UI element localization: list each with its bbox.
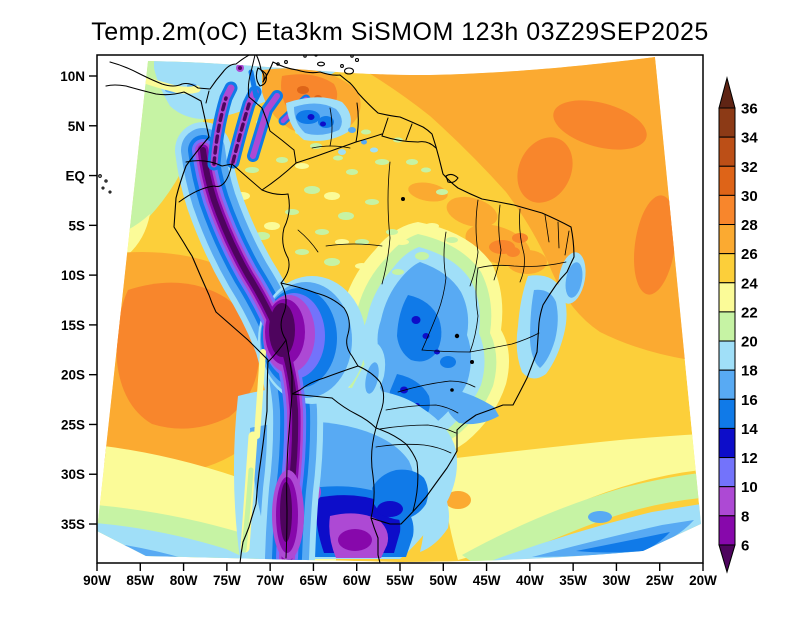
y-axis: 10N 5N EQ 5S 10S 15S 20S 25S 30S 35S — [60, 69, 97, 532]
x-axis-label: 80W — [170, 573, 198, 588]
colorbar-segment — [718, 165, 736, 196]
x-axis-label: 20W — [689, 573, 717, 588]
colorbar-segment — [718, 253, 736, 284]
x-axis-label: 25W — [646, 573, 674, 588]
lake-dots — [401, 197, 474, 392]
galapagos-islands — [98, 174, 112, 194]
x-axis-label: 60W — [343, 573, 371, 588]
x-axis-label: 70W — [256, 573, 284, 588]
trinidad-island — [343, 67, 355, 75]
x-axis-label: 90W — [83, 573, 111, 588]
colorbar-segment — [718, 282, 736, 313]
x-axis-label: 50W — [429, 573, 457, 588]
y-axis-label: EQ — [65, 169, 85, 184]
x-axis-label: 55W — [386, 573, 414, 588]
colorbar-label: 6 — [741, 537, 749, 554]
colorbar-label: 8 — [741, 508, 749, 525]
x-axis-label: 85W — [126, 573, 154, 588]
y-axis-label: 5N — [68, 119, 85, 134]
colorbar-segment — [718, 136, 736, 167]
country-borders — [178, 55, 437, 559]
colorbar-segment — [718, 340, 736, 371]
colorbar-label: 12 — [741, 450, 758, 467]
colorbar-segment — [718, 398, 736, 429]
colorbar-label: 20 — [741, 334, 758, 351]
colorbar-label: 26 — [741, 246, 758, 263]
colorbar-segment — [718, 224, 736, 255]
y-axis-label: 20S — [61, 368, 85, 383]
y-axis-label: 5S — [68, 218, 85, 233]
colorbar-label: 10 — [741, 479, 758, 496]
colorbar-label: 24 — [741, 275, 758, 292]
colorbar-segment — [718, 486, 736, 517]
x-axis-label: 30W — [603, 573, 631, 588]
y-axis-label: 15S — [61, 318, 85, 333]
x-axis-label: 65W — [300, 573, 328, 588]
colorbar-label: 30 — [741, 188, 758, 205]
maracaibo-lake — [255, 67, 267, 87]
colorbar-label: 34 — [741, 130, 758, 147]
colorbar-arrow-bottom — [718, 544, 736, 574]
colorbar-label: 36 — [741, 101, 758, 118]
colorbar-label: 32 — [741, 159, 758, 176]
colorbar-label: 18 — [741, 363, 758, 380]
x-axis-label: 45W — [473, 573, 501, 588]
colorbar-segment — [718, 427, 736, 459]
colorbar-segment — [718, 515, 736, 546]
y-axis-label: 25S — [61, 417, 85, 432]
colorbar-label: 22 — [741, 304, 758, 321]
state-borders — [297, 107, 570, 454]
x-axis-label: 35W — [559, 573, 587, 588]
colorbar-segment — [718, 194, 736, 226]
amazon-mouth-island — [445, 173, 459, 184]
coastline-pacific — [105, 84, 269, 563]
coastline-atlantic — [109, 55, 575, 563]
margarita-island — [316, 61, 326, 67]
chart-title: Temp.2m(oC) Eta3km SiSMOM 123h 03Z29SEP2… — [91, 18, 709, 46]
geography — [98, 55, 575, 563]
colorbar-segment — [718, 311, 736, 342]
colorbar-label: 14 — [741, 421, 758, 438]
y-axis-label: 35S — [61, 517, 85, 532]
colorbar-label: 28 — [741, 217, 758, 234]
colorbar-segment — [718, 107, 736, 138]
y-axis-label: 30S — [61, 467, 85, 482]
y-axis-label: 10S — [61, 268, 85, 283]
y-axis-label: 10N — [60, 69, 85, 84]
colorbar-arrow-top — [718, 76, 736, 109]
x-axis: 90W 85W 80W 75W 70W 65W 60W 55W 50W 45W 40W 35W 30W 2… — [83, 563, 717, 588]
colorbar-label: 16 — [741, 392, 758, 409]
x-axis-label: 75W — [213, 573, 241, 588]
temperature-field — [97, 57, 701, 562]
colorbar-segment — [718, 457, 736, 488]
x-axis-label: 40W — [516, 573, 544, 588]
colorbar: 36 34 32 30 28 26 24 22 20 18 16 14 12 10 8 6 — [718, 76, 758, 574]
colorbar-segment — [718, 369, 736, 400]
